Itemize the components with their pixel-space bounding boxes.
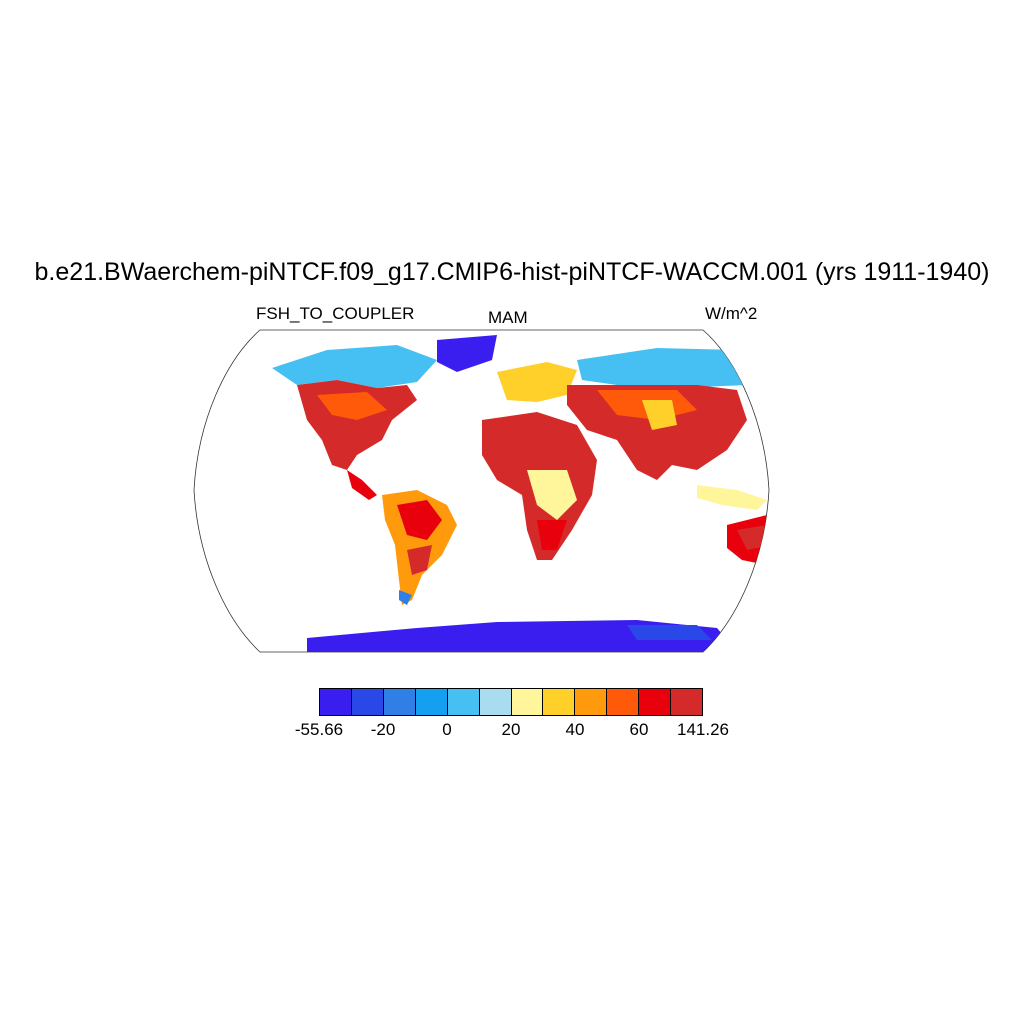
colorbar-segment	[575, 689, 608, 715]
greenland	[437, 335, 497, 372]
colorbar-tick-label: -55.66	[294, 720, 344, 739]
units-label: W/m^2	[705, 304, 758, 323]
central-america	[347, 470, 377, 500]
colorbar-segment	[415, 689, 448, 715]
europe	[497, 362, 577, 402]
colorbar-segment	[543, 689, 576, 715]
colorbar-segment	[511, 689, 544, 715]
season-label: MAM	[488, 308, 528, 327]
north-america-north	[272, 345, 437, 388]
asia-north	[577, 348, 767, 388]
colorbar-segment	[383, 689, 416, 715]
new-zealand	[792, 565, 807, 585]
colorbar-tick-label: 60	[629, 720, 649, 739]
colorbar-tick-label: 20	[501, 720, 521, 739]
variable-label: FSH_TO_COUPLER	[256, 304, 415, 323]
colorbar-tick-label: 40	[565, 720, 585, 739]
colorbar-tick-label: 141.26	[677, 720, 729, 739]
colorbar-segment	[607, 689, 640, 715]
colorbar-tick-label: -20	[370, 720, 396, 739]
colorbar-segment	[320, 689, 352, 715]
colorbar	[319, 688, 703, 716]
colorbar-segment	[639, 689, 672, 715]
plot-title: b.e21.BWaerchem-piNTCF.f09_g17.CMIP6-his…	[34, 258, 990, 286]
colorbar-segment	[479, 689, 512, 715]
colorbar-segment	[351, 689, 384, 715]
maritime-southeast-asia	[697, 485, 767, 510]
colorbar-tick-label: 0	[442, 720, 452, 739]
colorbar-segment	[447, 689, 480, 715]
colorbar-segment	[671, 689, 703, 715]
